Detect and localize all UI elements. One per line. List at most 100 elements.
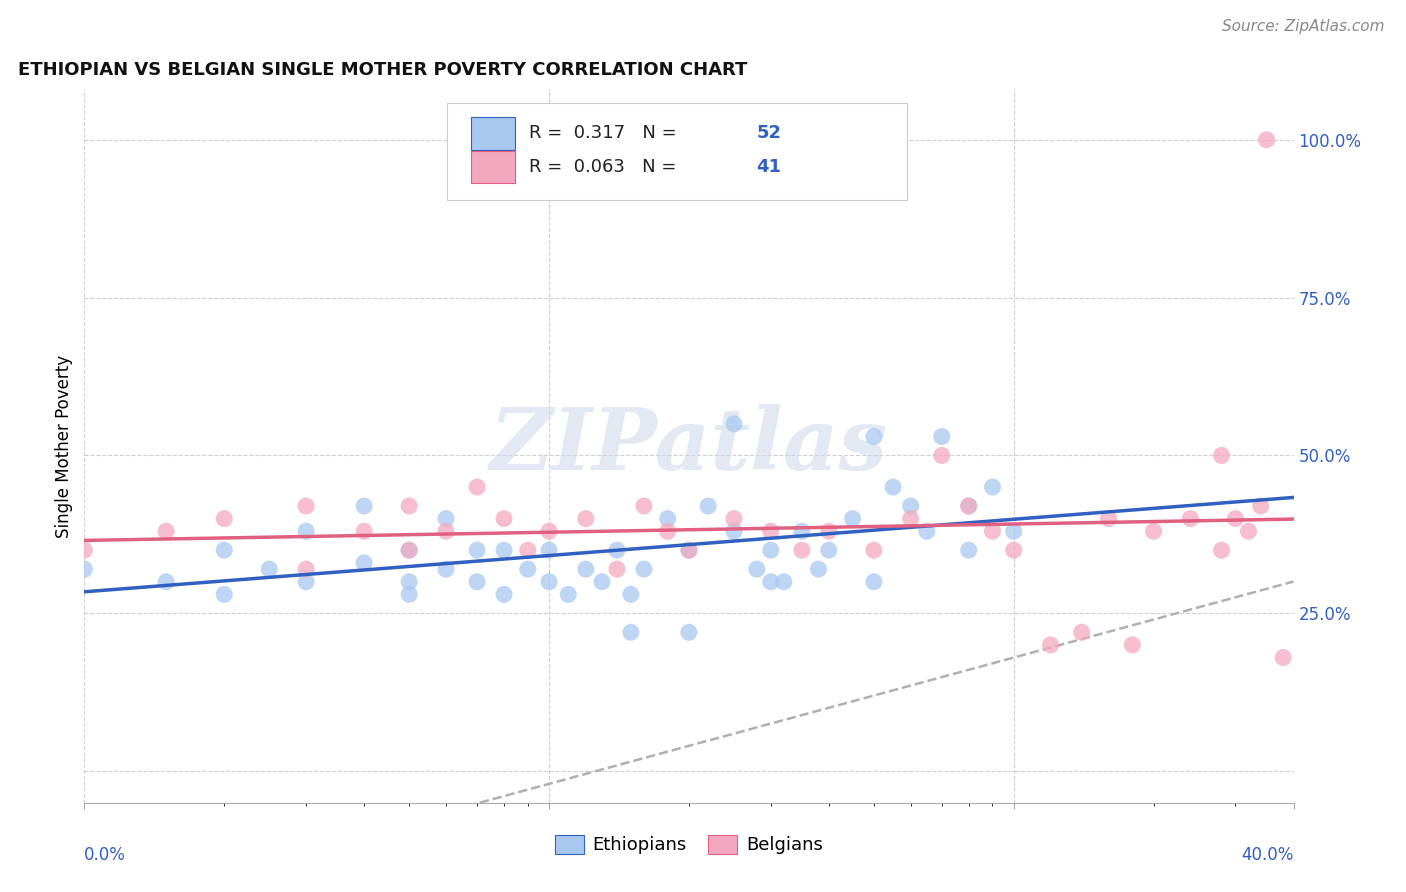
- Point: [295, 574, 318, 589]
- Point: [538, 543, 561, 558]
- Text: 52: 52: [756, 125, 782, 143]
- Point: [434, 511, 457, 525]
- Point: [981, 480, 1004, 494]
- Point: [678, 543, 700, 558]
- Point: [295, 562, 318, 576]
- Point: [723, 524, 745, 539]
- Point: [900, 511, 922, 525]
- Point: [398, 587, 420, 601]
- Text: ZIPatlas: ZIPatlas: [489, 404, 889, 488]
- Point: [492, 511, 515, 525]
- Point: [606, 543, 628, 558]
- Point: [1002, 543, 1025, 558]
- Text: 0.0%: 0.0%: [84, 846, 127, 863]
- Text: R =  0.317   N =: R = 0.317 N =: [529, 125, 683, 143]
- Point: [516, 562, 538, 576]
- Point: [212, 543, 235, 558]
- Point: [73, 543, 96, 558]
- Point: [657, 524, 679, 539]
- Point: [1250, 499, 1272, 513]
- Point: [817, 524, 839, 539]
- Point: [1211, 449, 1233, 463]
- Point: [863, 429, 886, 443]
- Legend: Ethiopians, Belgians: Ethiopians, Belgians: [547, 828, 831, 862]
- Point: [863, 574, 886, 589]
- Point: [1002, 524, 1025, 539]
- Point: [353, 499, 375, 513]
- Point: [1070, 625, 1092, 640]
- Point: [759, 543, 782, 558]
- Point: [398, 574, 420, 589]
- Text: ETHIOPIAN VS BELGIAN SINGLE MOTHER POVERTY CORRELATION CHART: ETHIOPIAN VS BELGIAN SINGLE MOTHER POVER…: [18, 62, 747, 79]
- Text: 41: 41: [756, 158, 782, 176]
- Point: [931, 429, 953, 443]
- Point: [398, 499, 420, 513]
- Point: [295, 499, 318, 513]
- Point: [1256, 133, 1278, 147]
- Point: [353, 524, 375, 539]
- Point: [1237, 524, 1260, 539]
- Point: [633, 499, 655, 513]
- Point: [155, 574, 177, 589]
- Point: [538, 524, 561, 539]
- Point: [882, 480, 904, 494]
- Point: [759, 524, 782, 539]
- Point: [295, 524, 318, 539]
- Point: [606, 562, 628, 576]
- Point: [678, 625, 700, 640]
- Point: [900, 499, 922, 513]
- Text: R =  0.063   N =: R = 0.063 N =: [529, 158, 682, 176]
- Point: [915, 524, 938, 539]
- Point: [465, 480, 488, 494]
- Point: [957, 543, 980, 558]
- Point: [1143, 524, 1166, 539]
- Point: [863, 543, 886, 558]
- Point: [155, 524, 177, 539]
- Point: [212, 587, 235, 601]
- Point: [516, 543, 538, 558]
- Point: [841, 511, 863, 525]
- Point: [492, 543, 515, 558]
- Point: [697, 499, 720, 513]
- Point: [807, 562, 830, 576]
- FancyBboxPatch shape: [447, 103, 907, 200]
- Y-axis label: Single Mother Poverty: Single Mother Poverty: [55, 354, 73, 538]
- Point: [538, 574, 561, 589]
- Point: [957, 499, 980, 513]
- Point: [759, 574, 782, 589]
- Point: [723, 511, 745, 525]
- Point: [465, 543, 488, 558]
- Point: [212, 511, 235, 525]
- FancyBboxPatch shape: [471, 151, 515, 184]
- Point: [817, 543, 839, 558]
- Point: [620, 587, 643, 601]
- Point: [1272, 650, 1295, 665]
- Point: [1039, 638, 1062, 652]
- Point: [591, 574, 613, 589]
- Point: [957, 499, 980, 513]
- Point: [657, 511, 679, 525]
- Point: [575, 562, 598, 576]
- Point: [790, 524, 813, 539]
- Point: [398, 543, 420, 558]
- Point: [1225, 511, 1247, 525]
- Point: [723, 417, 745, 431]
- Point: [745, 562, 768, 576]
- Point: [492, 587, 515, 601]
- Point: [981, 524, 1004, 539]
- Point: [575, 511, 598, 525]
- Point: [557, 587, 579, 601]
- Point: [931, 449, 953, 463]
- Point: [434, 562, 457, 576]
- Point: [1097, 511, 1119, 525]
- Point: [633, 562, 655, 576]
- Point: [1121, 638, 1143, 652]
- Point: [1211, 543, 1233, 558]
- Point: [1180, 511, 1202, 525]
- Point: [772, 574, 794, 589]
- Point: [620, 625, 643, 640]
- Text: 40.0%: 40.0%: [1241, 846, 1294, 863]
- Point: [678, 543, 700, 558]
- Point: [434, 524, 457, 539]
- Point: [398, 543, 420, 558]
